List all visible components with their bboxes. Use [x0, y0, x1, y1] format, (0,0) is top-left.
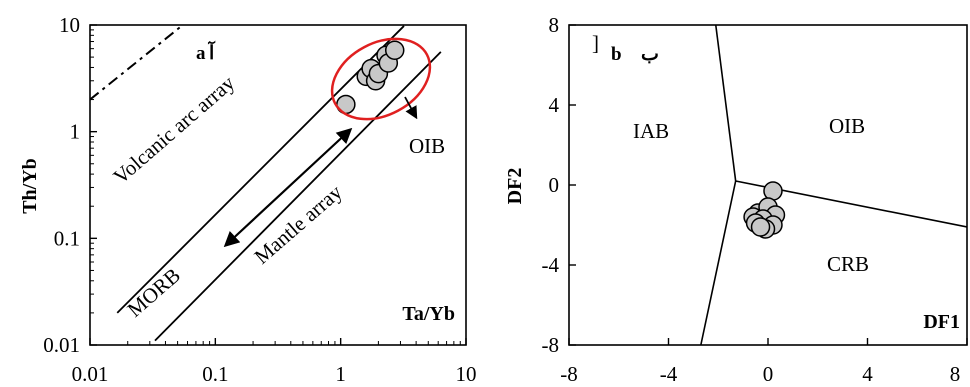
label-morb: MORB [123, 263, 185, 322]
panel-b-corner-mark: ] [592, 31, 599, 55]
volcanic-arc-dashed-line [90, 25, 184, 101]
x-tick-label: 10 [456, 362, 477, 386]
mantle-array-double-arrow [223, 127, 353, 248]
x-tick-label: 0.01 [72, 362, 109, 386]
label-mantle-array: Mantle array [250, 180, 348, 269]
label-iab: IAB [633, 119, 669, 143]
panel-a: Volcanic arc array MORB Mantle array OIB… [19, 13, 477, 386]
x-tick-label: 4 [862, 362, 873, 386]
x-tick-label: 1 [335, 362, 346, 386]
plot-frame-a [89, 24, 467, 346]
y-tick-label: 10 [59, 13, 80, 37]
panel-b-tag: b [611, 44, 622, 65]
axis-title-df1: DF1 [923, 311, 960, 333]
axis-title-df2: DF2 [504, 168, 526, 205]
y-tick-label: -8 [542, 333, 560, 357]
x-tick-label: 8 [950, 362, 961, 386]
ellipse-arrow [404, 96, 418, 120]
panel-b-tag-extra: ب [641, 44, 659, 65]
label-oib-b: OIB [829, 114, 865, 138]
label-volcanic-arc-array: Volcanic arc array [109, 70, 240, 188]
y-tick-label: -4 [542, 253, 560, 277]
plot-frame-b [568, 24, 968, 346]
y-tick-label: 0.1 [54, 226, 80, 250]
y-tick-label: 1 [70, 120, 81, 144]
ocean-island-basalt-ellipse [330, 37, 432, 121]
field-boundary-line [714, 25, 737, 182]
panel-b: IAB OIB CRB ] b ب DF1 DF2 -8-8 -4 -4 0 0 4 4 8 8 [504, 13, 968, 386]
data-point [763, 181, 783, 201]
panel-a-tag-extra: آ [207, 40, 216, 64]
field-boundary-line [700, 180, 737, 345]
x-tick-label: -8 [560, 362, 578, 386]
y-tick-label: 4 [549, 93, 560, 117]
x-tick-label: 0.1 [202, 362, 228, 386]
data-point [384, 40, 405, 60]
label-oib: OIB [409, 134, 445, 158]
label-crb: CRB [827, 252, 869, 276]
y-tick-label: 0 [549, 173, 560, 197]
panel-a-tag: a [196, 43, 206, 64]
x-tick-label: -4 [660, 362, 678, 386]
y-tick-label: 0.01 [43, 333, 80, 357]
axis-title-th-yb: Th/Yb [19, 158, 41, 214]
x-tick-label: 0 [763, 362, 774, 386]
axis-title-ta-yb: Ta/Yb [402, 303, 455, 325]
data-point [750, 217, 771, 237]
y-tick-label: 8 [549, 13, 560, 37]
